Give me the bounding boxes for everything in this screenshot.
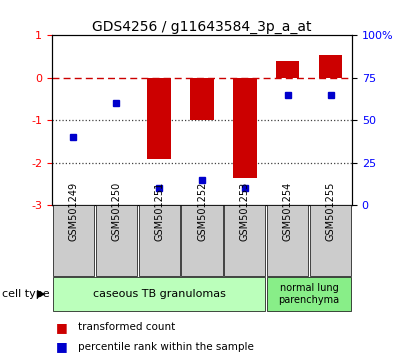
Text: ▶: ▶ <box>37 289 46 299</box>
Text: transformed count: transformed count <box>78 322 175 332</box>
Bar <box>233 78 257 178</box>
Text: caseous TB granulomas: caseous TB granulomas <box>93 289 226 299</box>
Text: GSM501251: GSM501251 <box>154 182 164 241</box>
Bar <box>138 205 180 276</box>
Bar <box>96 205 137 276</box>
Bar <box>53 205 94 276</box>
Bar <box>267 277 351 311</box>
Bar <box>319 55 342 78</box>
Text: GSM501252: GSM501252 <box>197 181 207 241</box>
Text: GSM501255: GSM501255 <box>326 181 336 241</box>
Text: percentile rank within the sample: percentile rank within the sample <box>78 342 254 352</box>
Bar <box>53 277 266 311</box>
Text: GSM501254: GSM501254 <box>283 182 293 241</box>
Title: GDS4256 / g11643584_3p_a_at: GDS4256 / g11643584_3p_a_at <box>92 21 312 34</box>
Bar <box>276 61 300 78</box>
Text: GSM501253: GSM501253 <box>240 182 250 241</box>
Bar <box>182 205 222 276</box>
Text: GSM501250: GSM501250 <box>111 182 121 241</box>
Bar <box>147 78 171 159</box>
Text: normal lung
parenchyma: normal lung parenchyma <box>278 283 340 305</box>
Bar <box>190 78 214 120</box>
Bar <box>267 205 308 276</box>
Bar <box>224 205 266 276</box>
Text: ■: ■ <box>56 321 68 334</box>
Bar <box>310 205 351 276</box>
Text: cell type: cell type <box>2 289 50 299</box>
Text: ■: ■ <box>56 341 68 353</box>
Text: GSM501249: GSM501249 <box>68 182 78 241</box>
